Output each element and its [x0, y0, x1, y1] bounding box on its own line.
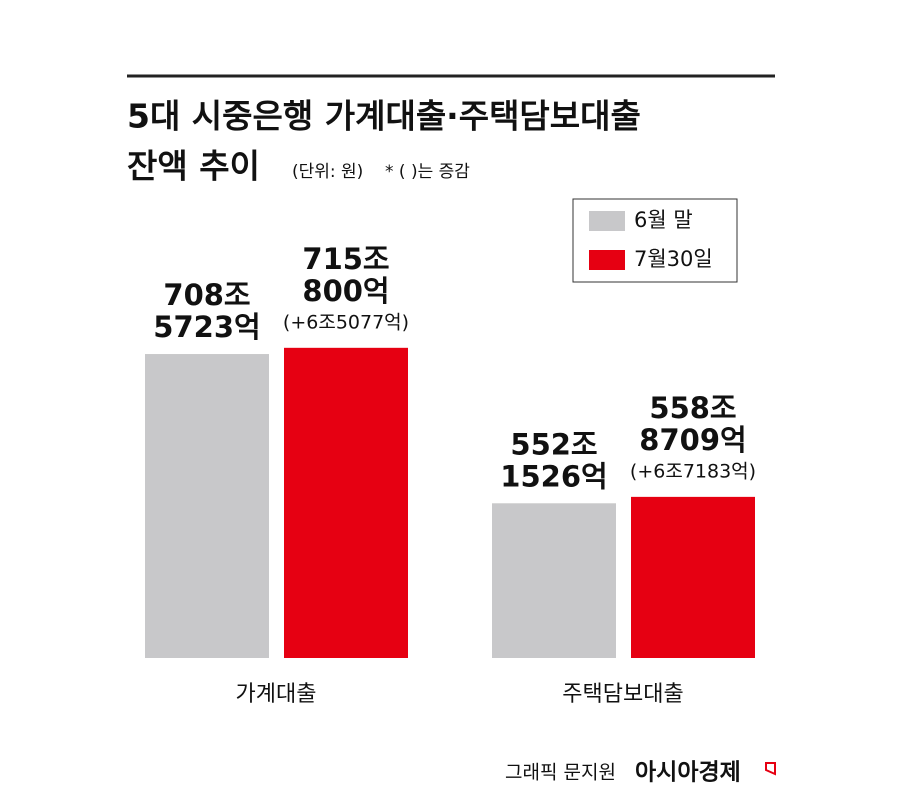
legend-label: 6월 말	[634, 208, 693, 232]
bar	[631, 496, 755, 658]
change-label: (+6조7183억)	[630, 460, 756, 482]
change-label: (+6조5077억)	[283, 311, 409, 333]
change-note: * ( )는 증감	[385, 162, 470, 182]
bar	[145, 354, 269, 658]
x-tick-label: 가계대출	[236, 682, 317, 707]
bar	[492, 503, 616, 658]
legend-swatch	[589, 250, 625, 270]
unit-note: (단위: 원)	[292, 162, 363, 182]
source: 그래픽 문지원	[505, 762, 616, 784]
chart-title-line2: 잔액 추이	[127, 147, 260, 186]
legend-swatch	[589, 211, 625, 231]
value-label: 708조 5723억	[153, 278, 260, 344]
legend-label: 7월30일	[634, 247, 713, 271]
bar	[284, 347, 408, 658]
value-label: 715조 800억	[302, 242, 389, 308]
value-label: 552조 1526억	[500, 427, 607, 493]
chart-title: 5대 시중은행 가계대출·주택담보대출	[127, 97, 641, 136]
value-label: 558조 8709억	[639, 391, 746, 457]
brand: 아시아경제	[635, 760, 741, 786]
brand-icon	[765, 762, 776, 776]
x-tick-label: 주택담보대출	[562, 682, 683, 707]
